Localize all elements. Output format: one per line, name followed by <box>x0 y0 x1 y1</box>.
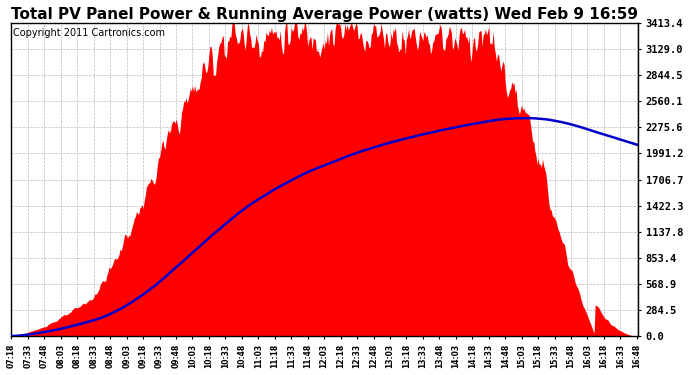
Title: Total PV Panel Power & Running Average Power (watts) Wed Feb 9 16:59: Total PV Panel Power & Running Average P… <box>11 7 638 22</box>
Text: Copyright 2011 Cartronics.com: Copyright 2011 Cartronics.com <box>12 28 165 38</box>
